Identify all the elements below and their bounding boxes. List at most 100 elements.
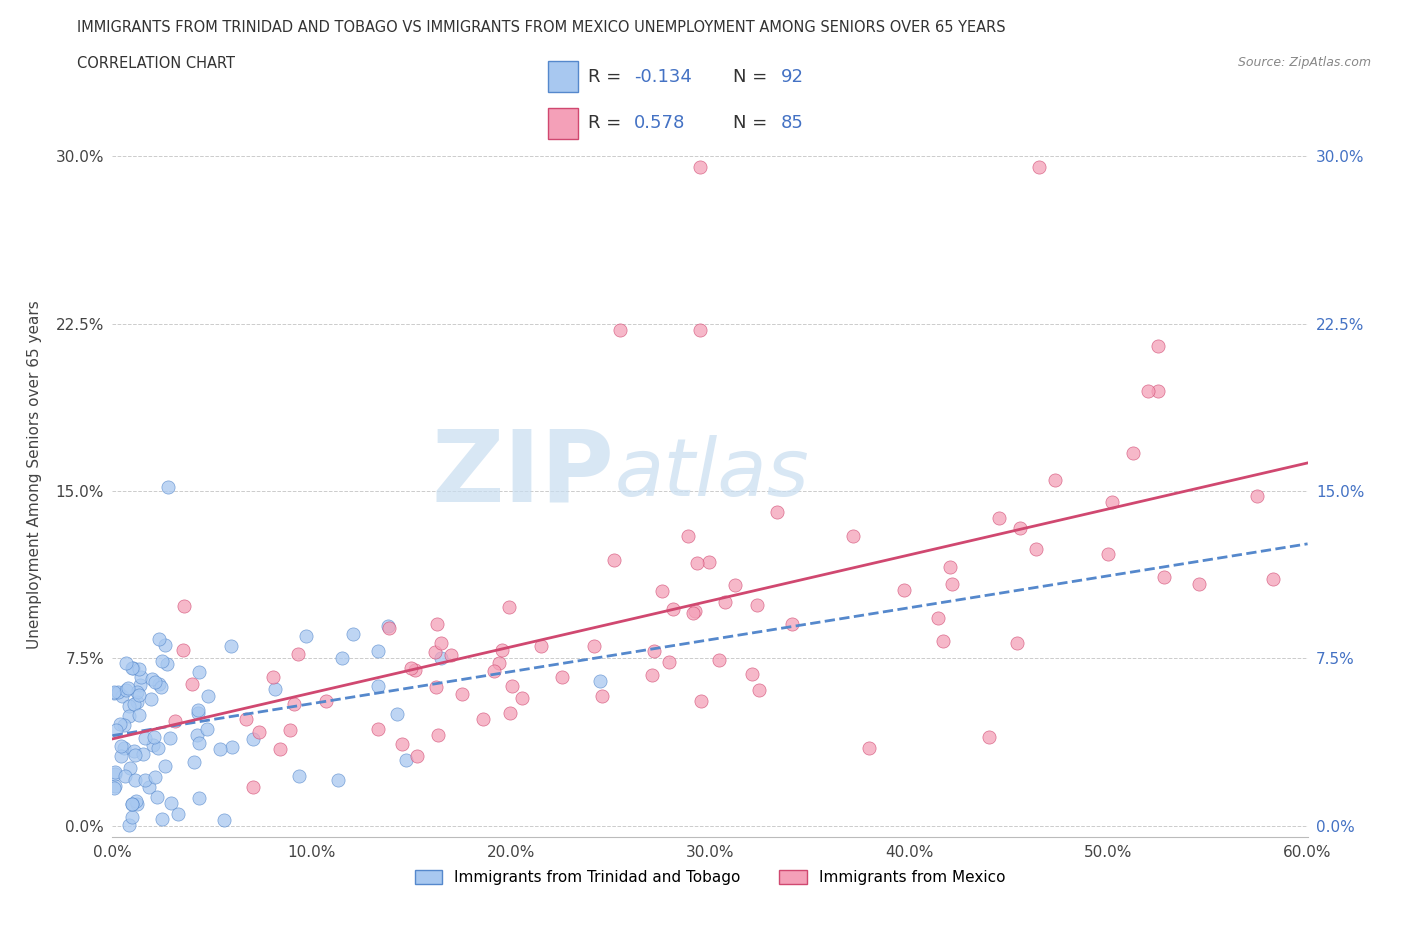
Point [689,323,711,338]
Point [747,597,769,612]
Point [690,694,713,709]
Point [118,708,141,723]
Point [128,687,150,702]
Point [724,578,747,592]
Point [988,511,1011,525]
Point [172,643,194,658]
Point [221,739,243,754]
Point [1147,339,1170,353]
Point [367,679,389,694]
Point [330,651,353,666]
Point [707,653,730,668]
Point [682,605,704,620]
Point [183,755,205,770]
Point [166,807,188,822]
Point [427,727,450,742]
Point [247,724,270,739]
Point [148,631,170,646]
Legend: Immigrants from Trinidad and Tobago, Immigrants from Mexico: Immigrants from Trinidad and Tobago, Imm… [409,864,1011,891]
Text: Source: ZipAtlas.com: Source: ZipAtlas.com [1237,56,1371,69]
Point [510,690,533,705]
Point [589,673,612,688]
Point [121,660,143,675]
Point [404,663,426,678]
Point [115,683,138,698]
Point [173,599,195,614]
Point [326,772,349,787]
Point [748,683,770,698]
Point [141,671,163,686]
Point [430,636,453,651]
Text: R =: R = [588,114,627,132]
Point [219,638,242,653]
Point [132,747,155,762]
Point [104,723,127,737]
Y-axis label: Unemployment Among Seniors over 65 years: Unemployment Among Seniors over 65 years [27,300,42,649]
Point [939,559,962,574]
Point [112,718,135,733]
Point [103,781,125,796]
Text: N =: N = [734,114,773,132]
Point [686,556,709,571]
Point [451,686,474,701]
Point [661,602,683,617]
Point [142,729,165,744]
Point [153,637,176,652]
FancyBboxPatch shape [548,108,578,140]
Point [188,665,211,680]
Point [1097,547,1119,562]
Point [941,577,963,591]
Point [367,722,389,737]
Point [932,633,955,648]
Point [150,812,173,827]
Text: atlas: atlas [614,435,810,513]
Point [367,644,389,658]
Point [125,685,148,700]
Point [643,644,665,658]
Point [111,688,134,703]
Point [153,759,176,774]
Point [1188,577,1211,591]
Point [1122,445,1144,460]
Text: N =: N = [734,68,773,86]
Point [426,617,449,631]
Point [977,729,1000,744]
Point [488,656,510,671]
Point [112,741,135,756]
Point [121,809,143,824]
Point [124,772,146,787]
Point [287,646,309,661]
Point [122,697,145,711]
Point [110,738,132,753]
Point [103,685,125,700]
Point [385,707,408,722]
Point [498,706,520,721]
Point [160,795,183,810]
Point [149,680,172,695]
Point [377,618,399,633]
Point [143,770,166,785]
Point [1005,635,1028,650]
Point [1010,520,1032,535]
Point [165,714,187,729]
Point [208,741,231,756]
Point [405,749,427,764]
Point [423,644,446,659]
Point [107,684,129,699]
Point [159,730,181,745]
Point [1101,494,1123,509]
Point [395,752,418,767]
Point [197,722,219,737]
Point [114,768,136,783]
Point [603,553,626,568]
Point [858,740,880,755]
Point [129,670,152,684]
Point [378,620,401,635]
Point [641,668,664,683]
Point [841,528,863,543]
Point [187,790,209,805]
Text: 92: 92 [780,68,804,86]
Point [683,604,706,618]
Point [401,660,423,675]
Point [766,504,789,519]
